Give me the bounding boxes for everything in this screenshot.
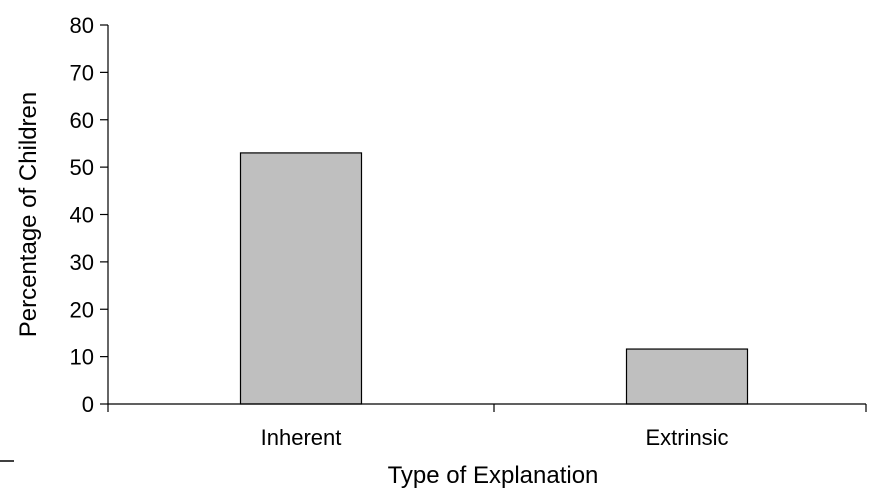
- y-tick-label: 60: [70, 108, 94, 133]
- y-tick-label: 20: [70, 297, 94, 322]
- y-tick-label: 10: [70, 345, 94, 370]
- y-tick-label: 80: [70, 13, 94, 38]
- bars-group: [239, 152, 749, 405]
- y-axis-ticks: 0 10 20 30 40 50 60 70 80: [70, 13, 108, 417]
- x-tick-label: Inherent: [261, 425, 342, 450]
- bar-extrinsic: [625, 348, 749, 405]
- x-axis-title: Type of Explanation: [388, 462, 599, 489]
- y-tick-label: 30: [70, 250, 94, 275]
- x-tick-label: Extrinsic: [645, 425, 728, 450]
- y-tick-label: 0: [82, 392, 94, 417]
- y-tick-label: 50: [70, 155, 94, 180]
- x-axis-ticks: Inherent Extrinsic: [107, 404, 867, 450]
- y-tick-label: 40: [70, 203, 94, 228]
- y-tick-label: 70: [70, 60, 94, 85]
- y-axis-title: Percentage of Children: [15, 92, 42, 337]
- bar-inherent: [239, 152, 363, 405]
